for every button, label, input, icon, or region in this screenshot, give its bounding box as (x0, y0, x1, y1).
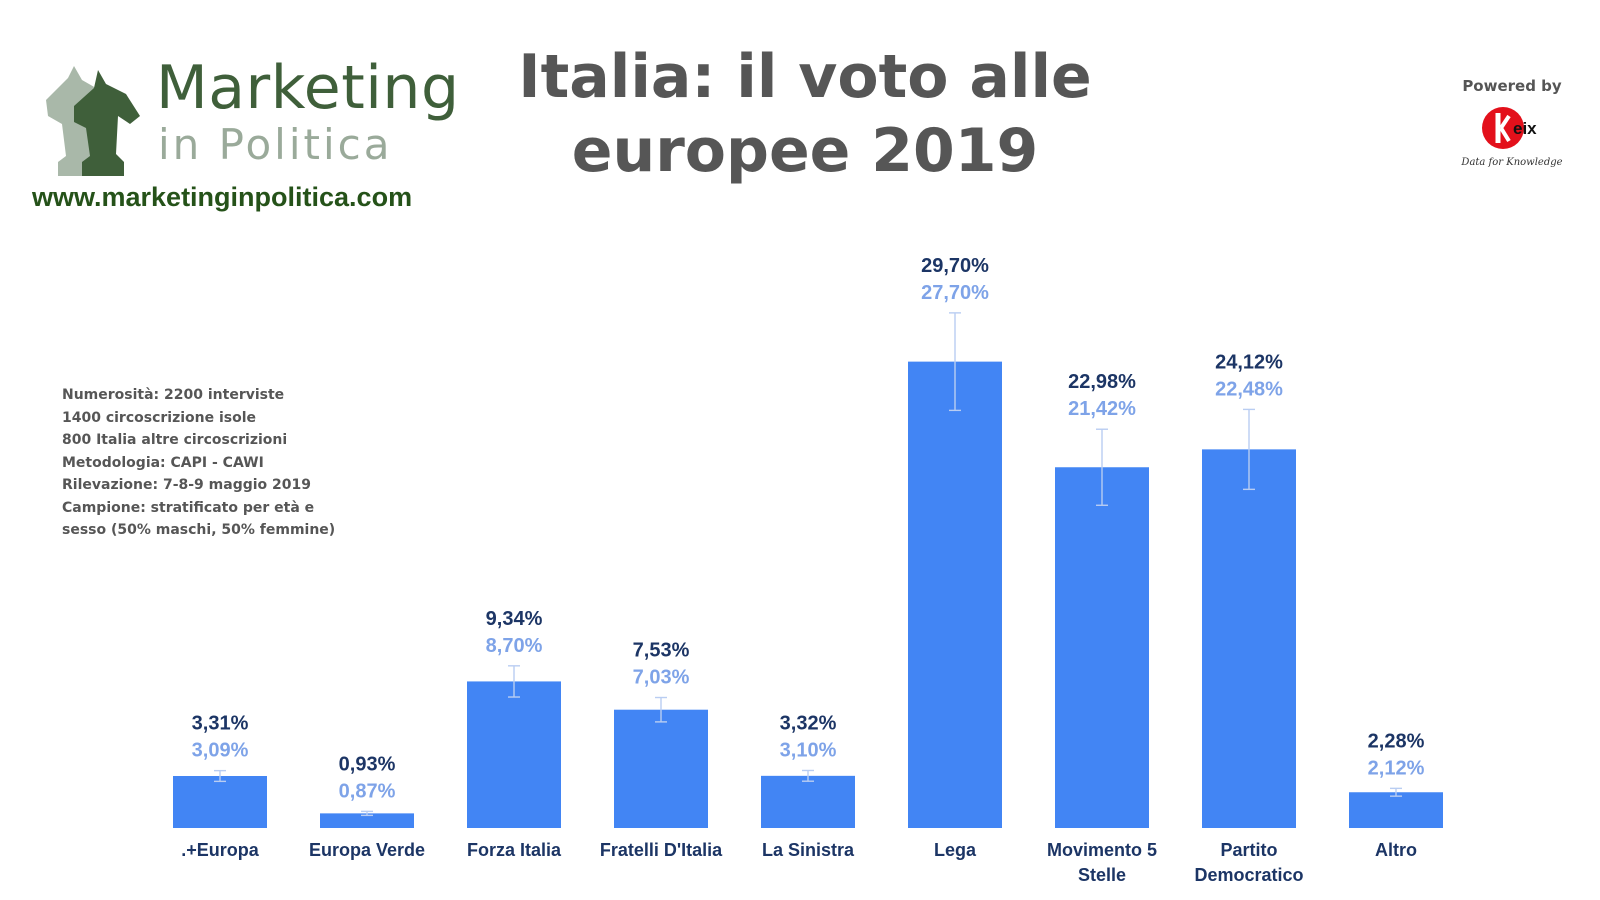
keix-tagline: Data for Knowledge (1461, 157, 1563, 168)
error-bar (214, 769, 226, 783)
chess-knight-icon (46, 66, 140, 176)
keix-logo-icon[interactable]: eix (1477, 100, 1547, 156)
note-line: Rilevazione: 7-8-9 maggio 2019 (62, 477, 311, 493)
data-label-lower: 21,42% (1068, 398, 1136, 420)
note-line: Metodologia: CAPI - CAWI (62, 454, 264, 471)
marketing-in-politica-logo[interactable]: Marketing in Politica www.marketinginpol… (32, 52, 472, 222)
data-label-upper: 3,32% (780, 712, 837, 734)
svg-text:eix: eix (1513, 119, 1537, 138)
data-label-upper: 3,31% (192, 713, 249, 735)
data-label-upper: 24,12% (1215, 351, 1283, 373)
bar[interactable] (320, 813, 414, 828)
note-line: sesso (50% maschi, 50% femmine) (62, 522, 336, 538)
note-line: Campione: stratificato per età e (62, 499, 315, 516)
category-label: Stelle (1078, 865, 1126, 885)
brand-subtitle: in Politica (158, 120, 393, 169)
data-label-lower: 8,70% (486, 635, 543, 657)
title-line-2: europee 2019 (571, 116, 1039, 186)
bar[interactable] (1202, 449, 1296, 828)
bar[interactable] (1055, 467, 1149, 828)
category-label: Movimento 5 (1047, 840, 1157, 860)
note-line: 800 Italia altre circoscrizioni (62, 432, 288, 448)
category-label: Lega (934, 840, 977, 860)
note-line: 1400 circoscrizione isole (62, 409, 257, 426)
error-bar (1390, 787, 1402, 797)
data-label-upper: 0,93% (339, 753, 396, 775)
brand-name: Marketing (156, 53, 460, 123)
category-label: .+Europa (181, 840, 260, 860)
powered-by-label: Powered by (1462, 77, 1562, 95)
error-bar (508, 665, 520, 698)
data-label-lower: 7,03% (633, 667, 690, 689)
category-label: Europa Verde (309, 840, 425, 860)
title-line-1: Italia: il voto alle (518, 42, 1092, 112)
data-label-lower: 3,10% (780, 739, 837, 761)
error-bar (949, 312, 961, 412)
data-label-upper: 29,70% (921, 255, 989, 277)
website-link[interactable]: www.marketinginpolitica.com (32, 182, 413, 212)
category-label: Democratico (1194, 865, 1303, 885)
data-label-upper: 22,98% (1068, 371, 1136, 393)
data-label-lower: 0,87% (339, 780, 396, 802)
category-label: Partito (1220, 840, 1277, 860)
error-bar (1243, 408, 1255, 491)
data-label-upper: 2,28% (1368, 730, 1425, 752)
error-bar (655, 696, 667, 723)
data-label-lower: 22,48% (1215, 378, 1283, 400)
error-bar (361, 810, 373, 817)
bar[interactable] (173, 776, 267, 828)
error-bar (802, 769, 814, 782)
category-label: Fratelli D'Italia (600, 840, 723, 860)
data-label-upper: 9,34% (486, 608, 543, 630)
powered-by-block: Powered by eix Data for Knowledge (1452, 76, 1572, 186)
bar[interactable] (761, 775, 855, 828)
methodology-notes: Numerosità: 2200 interviste 1400 circosc… (62, 384, 362, 542)
error-bar (1096, 428, 1108, 506)
data-label-lower: 3,09% (192, 740, 249, 762)
category-label: La Sinistra (762, 840, 855, 860)
data-label-lower: 27,70% (921, 282, 989, 304)
category-label: Forza Italia (467, 840, 562, 860)
data-label-upper: 7,53% (633, 640, 690, 662)
bar[interactable] (908, 361, 1002, 828)
bar[interactable] (1349, 792, 1443, 828)
category-label: Altro (1375, 840, 1417, 860)
bar[interactable] (614, 709, 708, 828)
bar[interactable] (467, 681, 561, 828)
note-line: Numerosità: 2200 interviste (62, 387, 285, 403)
chart-title: Italia: il voto alle europee 2019 (480, 40, 1130, 188)
data-label-lower: 2,12% (1368, 757, 1425, 779)
